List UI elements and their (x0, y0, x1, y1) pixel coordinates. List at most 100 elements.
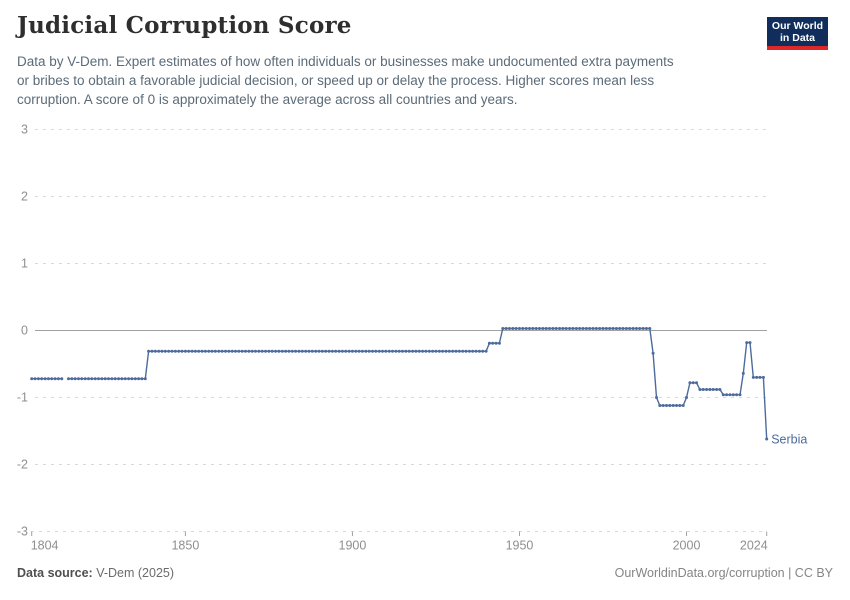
series-point (381, 349, 384, 353)
series-point (454, 349, 458, 353)
chart-footer: Data source: V-Dem (2025) OurWorldinData… (17, 566, 833, 580)
series-point (344, 349, 348, 353)
x-tick-label: 1850 (171, 539, 199, 553)
y-tick-label: 1 (21, 257, 28, 271)
series-point (621, 327, 625, 330)
series-point (691, 381, 695, 385)
series-point (240, 349, 244, 353)
series-point (36, 377, 40, 381)
y-tick-label: -2 (17, 458, 28, 472)
series-point (431, 349, 435, 353)
x-tick-label: 1900 (339, 539, 367, 553)
series-point (357, 349, 361, 353)
series-point (504, 327, 508, 330)
series-point (220, 349, 224, 353)
series-point (90, 377, 94, 381)
series-point (725, 393, 729, 397)
series-point (601, 327, 605, 330)
series-point (594, 327, 598, 330)
series-point (187, 349, 191, 353)
series-point (541, 327, 545, 330)
series-point (457, 349, 461, 353)
series-point (130, 377, 134, 381)
series-point (300, 349, 304, 353)
chart-subtitle-line: or bribes to obtain a favorable judicial… (17, 73, 655, 88)
series-point (598, 327, 602, 330)
series-line[interactable] (68, 327, 768, 440)
series-point (254, 349, 257, 353)
series-point (100, 377, 104, 381)
series-point (421, 349, 425, 353)
series-point (648, 327, 652, 330)
series-point (43, 377, 47, 381)
series-point (554, 327, 558, 330)
series-point (113, 377, 117, 381)
series-point (387, 349, 391, 353)
series-point (584, 327, 588, 330)
series-point (140, 377, 144, 381)
series-point (350, 349, 354, 353)
series-point (197, 349, 201, 353)
series-point (217, 349, 221, 353)
series-point (534, 327, 538, 330)
series-point (544, 327, 548, 330)
series-point (397, 349, 401, 353)
logo-red-bar (767, 46, 828, 50)
series-point (751, 375, 755, 379)
series-point (297, 349, 301, 353)
series-point (163, 349, 167, 353)
series-point (604, 327, 608, 330)
series-point (711, 388, 715, 391)
series-point (77, 377, 80, 381)
data-source-note: Data source: V-Dem (2025) (17, 566, 174, 580)
license-link[interactable]: CC BY (794, 566, 833, 580)
series-point (107, 377, 110, 381)
entity-label[interactable]: Serbia (771, 433, 807, 447)
series-point (117, 377, 121, 381)
series-point (384, 349, 388, 353)
series-point (120, 377, 124, 381)
series-point (67, 377, 70, 381)
owid-url-link[interactable]: OurWorldinData.org/corruption (614, 566, 785, 580)
series-point (611, 327, 615, 330)
series-point (274, 349, 278, 353)
series-point (447, 349, 451, 353)
series-point (324, 349, 328, 353)
series-point (514, 327, 518, 330)
series-point (401, 349, 404, 353)
series-point (277, 349, 281, 353)
series-point (481, 349, 485, 353)
series-point (97, 377, 100, 381)
series-point (294, 349, 298, 353)
series-point (588, 327, 592, 330)
series-point (665, 404, 668, 407)
series-point (394, 349, 398, 353)
series-point (267, 349, 271, 353)
series-point (177, 349, 181, 353)
chart-subtitle-line: Data by V-Dem. Expert estimates of how o… (17, 54, 674, 69)
series-point (237, 349, 241, 353)
series-point (133, 377, 137, 381)
series-point (87, 377, 90, 381)
series-point (150, 349, 154, 353)
series-point (434, 349, 438, 353)
series-point (157, 349, 161, 353)
series-point (761, 375, 765, 379)
series-point (360, 349, 364, 353)
series-point (284, 349, 288, 353)
data-source-value: V-Dem (2025) (92, 566, 175, 580)
series-point (564, 327, 568, 330)
series-point (651, 351, 655, 355)
series-point (661, 404, 665, 407)
chart-subtitle: Data by V-Dem. Expert estimates of how o… (17, 52, 674, 109)
owid-logo[interactable]: Our World in Data (767, 17, 828, 50)
series-point (30, 377, 34, 381)
series-point (644, 327, 648, 330)
x-tick-label: 1950 (506, 539, 534, 553)
series-serbia[interactable] (30, 327, 769, 441)
series-point (628, 327, 632, 330)
series-point (307, 349, 311, 353)
series-point (437, 349, 441, 353)
series-point (765, 437, 769, 441)
